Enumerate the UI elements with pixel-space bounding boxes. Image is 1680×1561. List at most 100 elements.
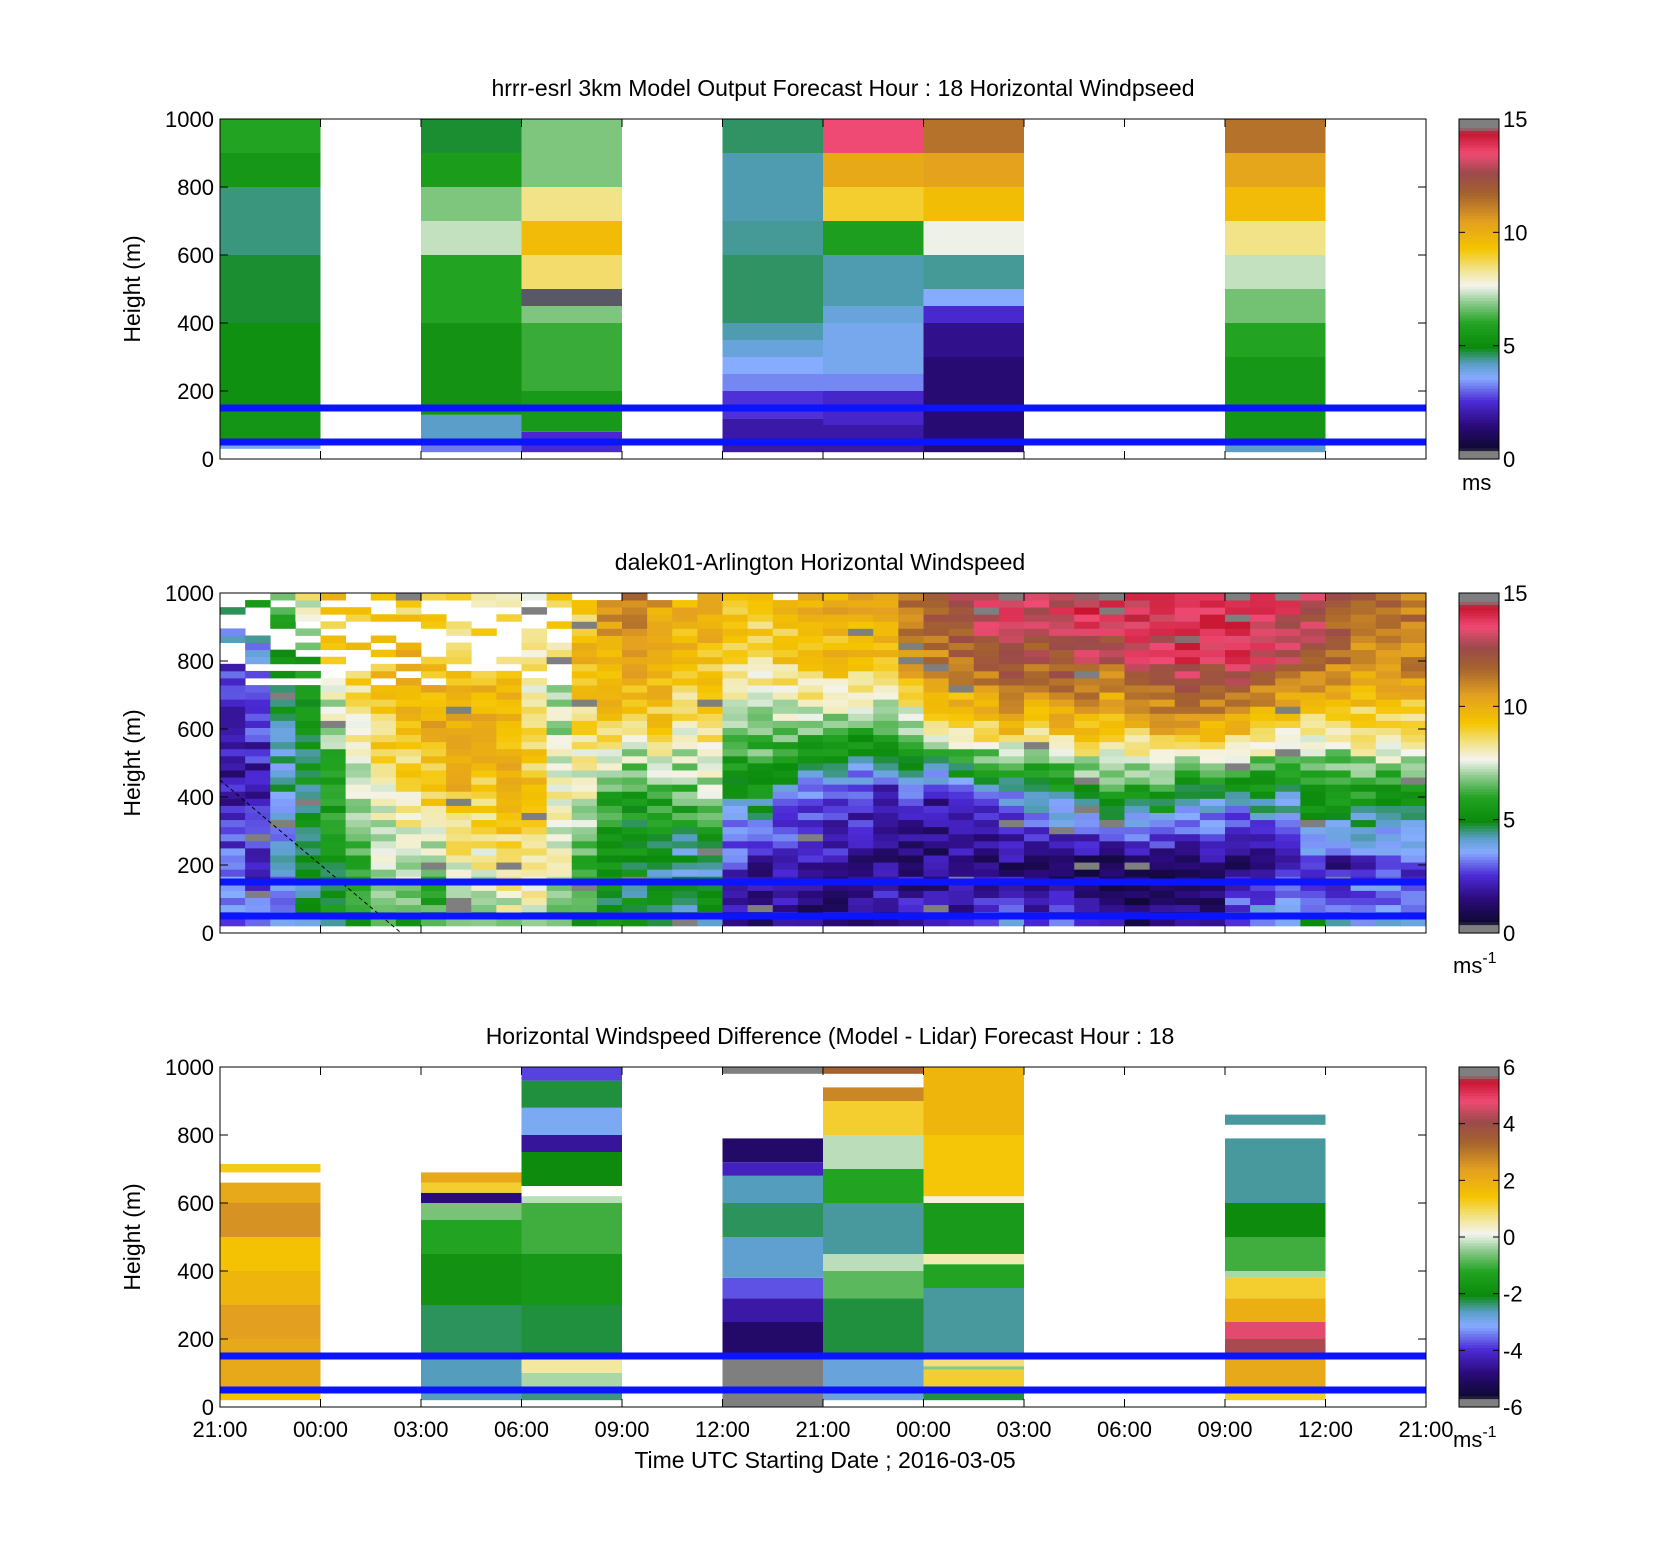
- colorbar-segment: [1459, 422, 1499, 426]
- heatmap-cell: [1149, 685, 1176, 693]
- heatmap-cell: [521, 685, 548, 693]
- heatmap-cell: [898, 805, 924, 813]
- heatmap-cell: [722, 720, 749, 728]
- heatmap-cell: [973, 812, 1000, 821]
- heatmap-cell: [622, 649, 648, 658]
- heatmap-cell: [647, 720, 673, 728]
- heatmap-cell: [421, 445, 522, 453]
- heatmap-cell: [722, 600, 749, 608]
- heatmap-cell: [647, 784, 673, 792]
- panel-lidar-reference-lines: [220, 878, 1426, 920]
- heatmap-cell: [1225, 1203, 1326, 1237]
- heatmap-cell: [496, 770, 522, 778]
- heatmap-cell: [1225, 777, 1251, 785]
- heatmap-cell: [1250, 621, 1276, 629]
- heatmap-cell: [973, 755, 1000, 764]
- heatmap-cell: [1074, 869, 1100, 877]
- heatmap-cell: [998, 755, 1025, 764]
- heatmap-cell: [848, 848, 874, 856]
- heatmap-cell: [1250, 635, 1276, 643]
- heatmap-cell: [295, 826, 321, 835]
- heatmap-cell: [747, 635, 774, 643]
- heatmap-cell: [496, 656, 522, 665]
- heatmap-cell: [1300, 812, 1326, 821]
- heatmap-cell: [1225, 748, 1251, 757]
- heatmap-cell: [948, 713, 975, 721]
- heatmap-cell: [571, 848, 598, 856]
- heatmap-cell: [596, 706, 623, 714]
- colorbar-segment: [1459, 410, 1499, 415]
- heatmap-cell: [1325, 593, 1352, 601]
- colorbar-segment: [1459, 1305, 1499, 1309]
- heatmap-cell: [521, 255, 622, 289]
- heatmap-cell: [1400, 819, 1427, 828]
- colorbar-segment: [1459, 1324, 1499, 1329]
- heatmap-cell: [722, 883, 749, 891]
- heatmap-cell: [421, 1182, 522, 1193]
- heatmap-cell: [1300, 883, 1326, 891]
- heatmap-cell: [873, 770, 899, 778]
- colorbar-segment: [1459, 777, 1499, 781]
- heatmap-cell: [722, 670, 749, 679]
- colorbar-segment: [1459, 1160, 1499, 1164]
- heatmap-cell: [596, 791, 623, 799]
- heatmap-cell: [923, 699, 950, 707]
- heatmap-cell: [1325, 855, 1352, 863]
- heatmap-cell: [898, 848, 924, 856]
- heatmap-cell: [873, 642, 899, 651]
- heatmap-cell: [471, 692, 497, 700]
- heatmap-cell: [1099, 869, 1125, 877]
- heatmap-cell: [596, 805, 623, 813]
- heatmap-cell: [1225, 791, 1251, 799]
- heatmap-cell: [1024, 855, 1050, 863]
- heatmap-cell: [1375, 642, 1402, 651]
- heatmap-cell: [797, 897, 824, 906]
- heatmap-cell: [923, 833, 950, 842]
- heatmap-cell: [823, 649, 849, 658]
- colorbar-segment: [1459, 1290, 1499, 1295]
- heatmap-cell: [1024, 685, 1050, 693]
- heatmap-cell: [797, 862, 824, 870]
- colorbar-segment: [1459, 226, 1499, 231]
- heatmap-cell: [898, 862, 924, 870]
- heatmap-cell: [1074, 593, 1100, 601]
- heatmap-cell: [722, 1138, 823, 1163]
- colorbar-segment: [1459, 1171, 1499, 1176]
- heatmap-cell: [270, 848, 296, 856]
- heatmap-cell: [973, 862, 1000, 870]
- heatmap-cell: [471, 883, 497, 891]
- heatmap-cell: [1024, 848, 1050, 856]
- heatmap-cell: [747, 855, 774, 863]
- colorbar-segment: [1459, 439, 1499, 443]
- heatmap-cell: [622, 840, 648, 849]
- heatmap-cell: [1199, 621, 1226, 629]
- heatmap-cell: [823, 727, 849, 736]
- heatmap-cell: [1250, 663, 1276, 672]
- heatmap-cell: [345, 670, 372, 679]
- heatmap-cell: [370, 649, 397, 658]
- heatmap-cell: [1250, 692, 1276, 700]
- colorbar-segment: [1459, 1101, 1499, 1105]
- heatmap-cell: [270, 692, 296, 700]
- heatmap-cell: [1300, 734, 1326, 743]
- panel-model: hrrr-esrl 3km Model Output Forecast Hour…: [119, 75, 1527, 495]
- heatmap-cell: [898, 692, 924, 700]
- heatmap-cell: [1400, 741, 1427, 750]
- heatmap-cell: [823, 734, 849, 743]
- heatmap-cell: [1275, 883, 1301, 891]
- colorbar-segment: [1459, 612, 1499, 617]
- colorbar-segment: [1459, 1330, 1499, 1334]
- heatmap-cell: [1275, 713, 1301, 721]
- heatmap-cell: [1325, 621, 1352, 629]
- heatmap-cell: [647, 869, 673, 877]
- heatmap-cell: [722, 777, 749, 785]
- heatmap-cell: [722, 748, 749, 757]
- heatmap-cell: [647, 649, 673, 658]
- heatmap-cell: [395, 798, 422, 806]
- panel-lidar-colorbar-unit-base: ms: [1453, 953, 1482, 978]
- heatmap-cell: [1350, 642, 1377, 651]
- heatmap-cell: [973, 798, 1000, 806]
- heatmap-cell: [1225, 628, 1251, 636]
- colorbar-segment: [1459, 1282, 1499, 1286]
- heatmap-cell: [220, 663, 246, 672]
